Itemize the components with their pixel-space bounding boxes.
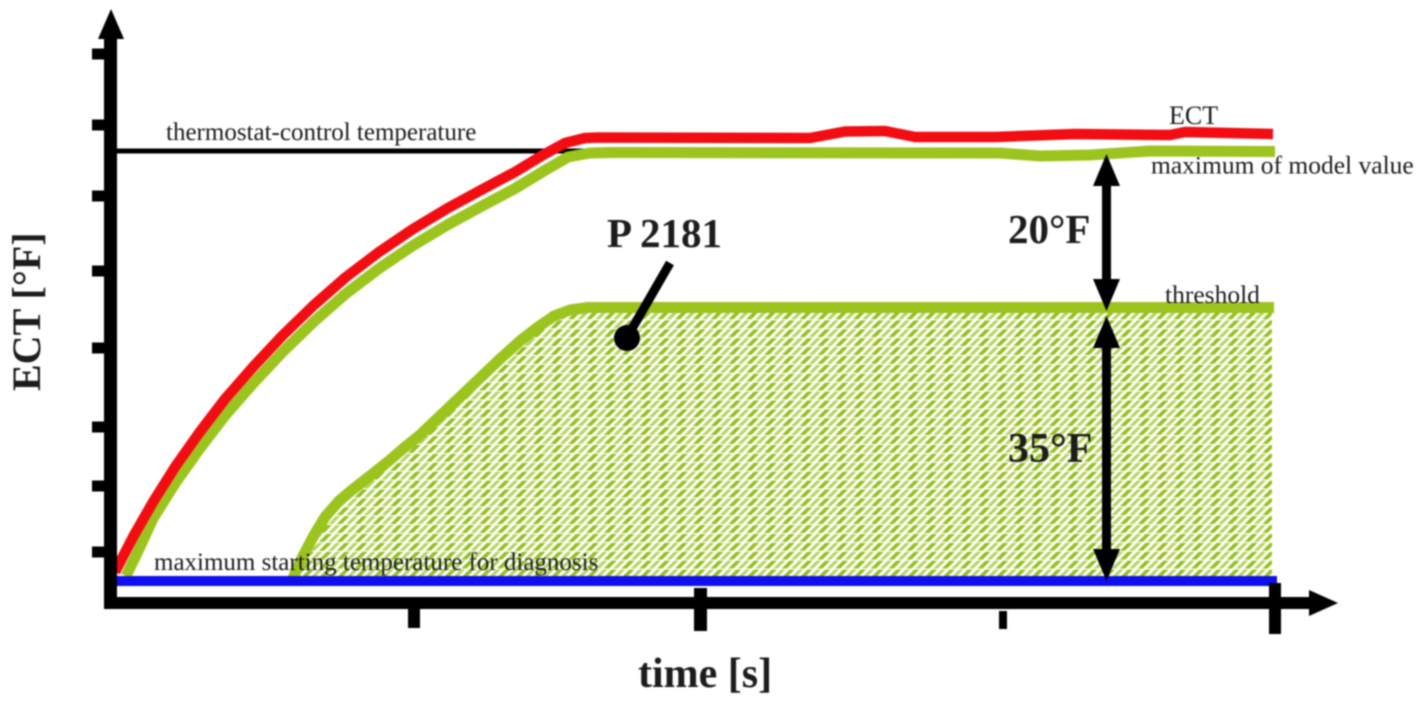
svg-text:ECT: ECT xyxy=(1169,101,1218,130)
svg-text:thermostat-control temperature: thermostat-control temperature xyxy=(166,119,476,146)
svg-text:P 2181: P 2181 xyxy=(607,210,722,256)
svg-text:time [s]: time [s] xyxy=(638,651,772,697)
svg-text:20°F: 20°F xyxy=(1008,206,1090,252)
svg-text:maximum starting temperature f: maximum starting temperature for diagnos… xyxy=(154,549,598,576)
svg-text:maximum of model value: maximum of model value xyxy=(1151,151,1414,180)
svg-text:ECT [°F]: ECT [°F] xyxy=(4,232,49,391)
svg-text:35°F: 35°F xyxy=(1008,426,1092,472)
svg-text:threshold: threshold xyxy=(1165,280,1260,309)
